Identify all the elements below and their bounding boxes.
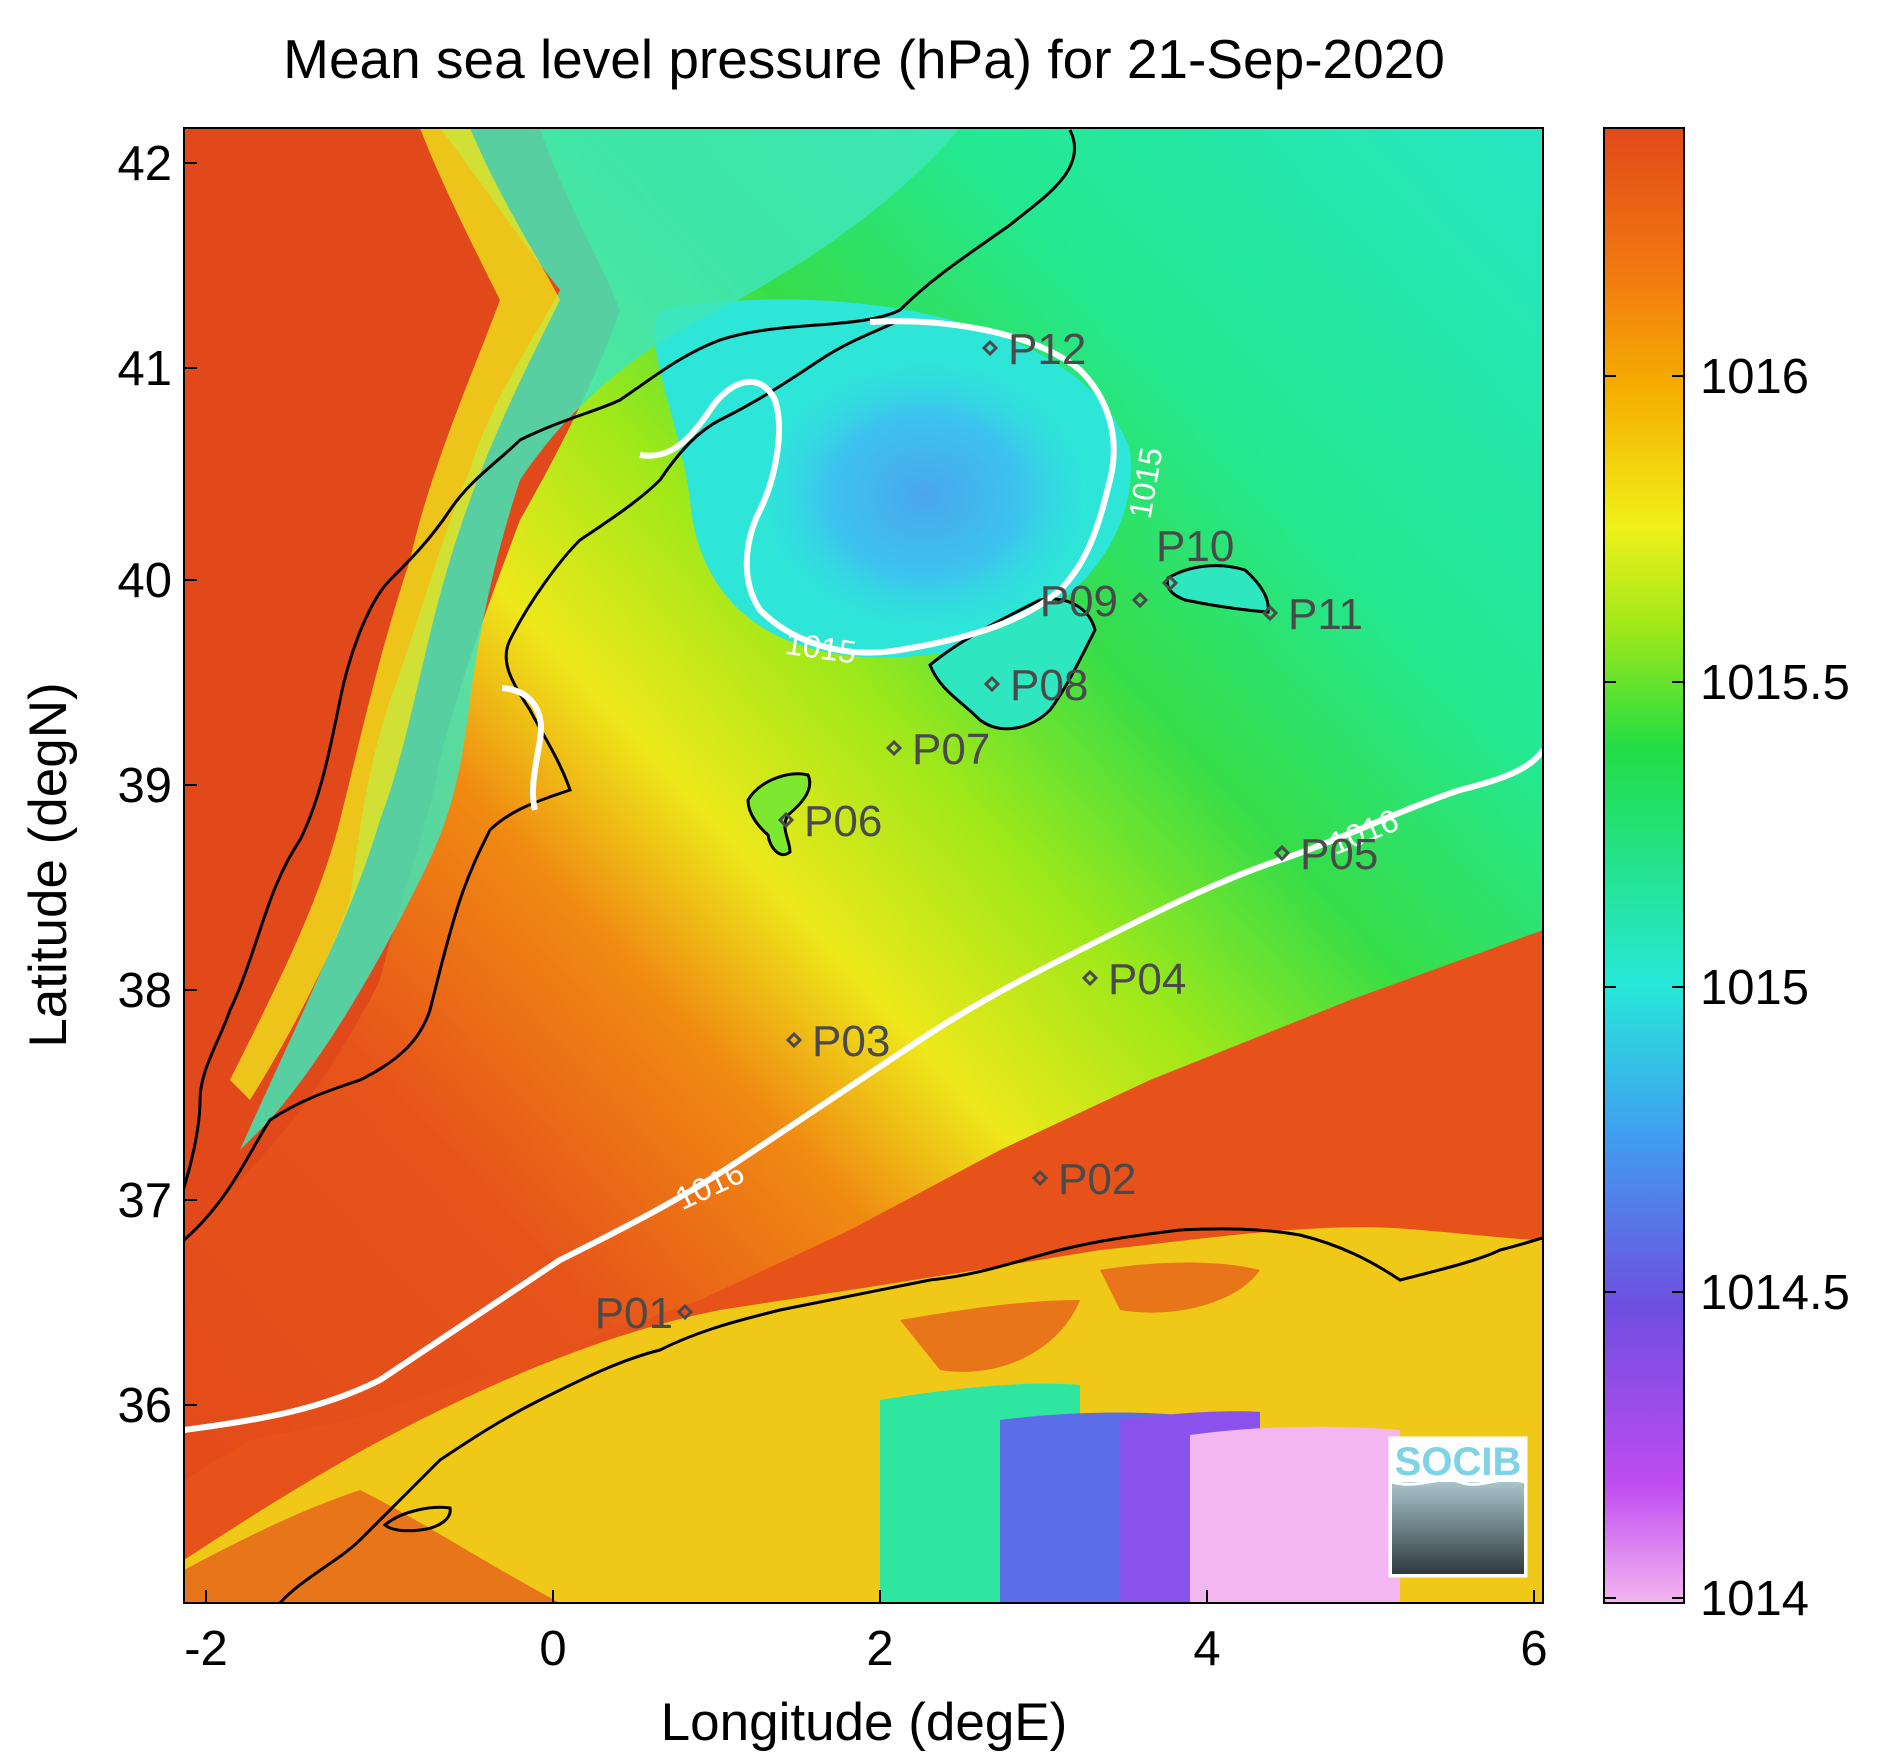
- y-tick-label: 37: [117, 1174, 172, 1228]
- mallorca-land: [930, 599, 1095, 729]
- africa-coastline: [278, 1227, 1543, 1603]
- africa-pink-patch: [1190, 1426, 1400, 1603]
- stations: P01 P02 P03 P04 P05 P06 P07 P08 P09 P10 P11 P12: [595, 325, 1379, 1338]
- x-axis-title: Longitude (degE): [661, 1693, 1068, 1752]
- x-tick-label: 0: [539, 1622, 566, 1676]
- y-tick-label: 36: [117, 1379, 172, 1433]
- station-label: P08: [1010, 661, 1088, 710]
- station-marker: [1273, 844, 1291, 862]
- socib-logo-wave: [1391, 1478, 1525, 1486]
- ibiza-land: [748, 773, 810, 855]
- y-tick-label: 42: [117, 137, 172, 191]
- coastlines: [184, 129, 1543, 1603]
- station-marker: [983, 675, 1001, 693]
- station-label: P03: [812, 1017, 890, 1066]
- x-tick-label: 6: [1520, 1622, 1547, 1676]
- station-marker: [777, 811, 795, 829]
- station-label: P07: [912, 725, 990, 774]
- plot-area: [184, 128, 1543, 1603]
- station-label: P06: [804, 797, 882, 846]
- station-marker: [1031, 1169, 1049, 1187]
- station-marker: [1161, 574, 1179, 592]
- station-label: P05: [1300, 830, 1378, 879]
- y-tick-label: 40: [117, 554, 172, 608]
- menorca-coastline: [1165, 564, 1270, 614]
- y-tick-label: 38: [117, 964, 172, 1018]
- socib-logo-gradient: [1392, 1482, 1524, 1574]
- station-label: P01: [595, 1289, 673, 1338]
- station-label: P10: [1156, 522, 1234, 571]
- socib-logo: SOCIB: [1388, 1436, 1528, 1578]
- iberia-yellow-fringe: [230, 128, 560, 1100]
- socib-logo-text: SOCIB: [1395, 1440, 1522, 1484]
- africa-orange-patches: [184, 1262, 1260, 1603]
- contour-1015-west: [501, 685, 544, 811]
- iberia-coastal-band: [240, 128, 960, 1150]
- low-pressure-core: [745, 345, 1105, 645]
- station-marker: [676, 1303, 694, 1321]
- station-marker: [1131, 591, 1149, 609]
- station-marker: [1081, 969, 1099, 987]
- station-marker: [885, 739, 903, 757]
- colorbar-tick-label: 1014: [1700, 1572, 1809, 1626]
- colorbar-tick-label: 1014.5: [1700, 1266, 1850, 1320]
- mallorca-coastline: [928, 597, 1097, 731]
- x-tick-label: -2: [184, 1622, 228, 1676]
- contour-lines: [184, 318, 1543, 1433]
- colorbar-tick-label: 1015: [1700, 961, 1809, 1015]
- station-marker: [981, 339, 999, 357]
- station-marker: [785, 1031, 803, 1049]
- y-tick-label: 41: [117, 342, 172, 396]
- station-label: P04: [1108, 955, 1186, 1004]
- station-label: P09: [1040, 577, 1118, 626]
- ibiza-coastline: [746, 772, 812, 857]
- x-axis: -2 0 2 4 6: [184, 1590, 1548, 1676]
- x-tick-label: 4: [1193, 1622, 1220, 1676]
- iberia-coastline: [184, 129, 1077, 1193]
- figure-title: Mean sea level pressure (hPa) for 21-Sep…: [283, 28, 1445, 90]
- station-label: P11: [1288, 590, 1363, 639]
- station-label: P02: [1058, 1155, 1136, 1204]
- contour-1016: [184, 748, 1543, 1433]
- plot-frame: [183, 127, 1544, 1604]
- station-label: P12: [1008, 325, 1086, 374]
- colorbar: 1016 1015.5 1015 1014.5 1014: [1603, 127, 1850, 1626]
- y-axis-title: Latitude (degN): [19, 682, 78, 1047]
- colorbar-gradient: [1603, 127, 1685, 1604]
- y-tick-label: 39: [117, 759, 172, 813]
- alboran-island-coastline: [382, 1505, 452, 1533]
- colorbar-tick-label: 1016: [1700, 350, 1809, 404]
- y-axis: 42 41 40 39 38 37 36: [117, 137, 197, 1433]
- contour-1015-main: [639, 318, 1117, 656]
- colorbar-tick-label: 1015.5: [1700, 656, 1850, 710]
- x-tick-label: 2: [866, 1622, 893, 1676]
- colorbar-ticks: 1016 1015.5 1015 1014.5 1014: [1604, 350, 1850, 1626]
- station-marker: [1261, 604, 1279, 622]
- iberia-coastline-south: [184, 318, 901, 1242]
